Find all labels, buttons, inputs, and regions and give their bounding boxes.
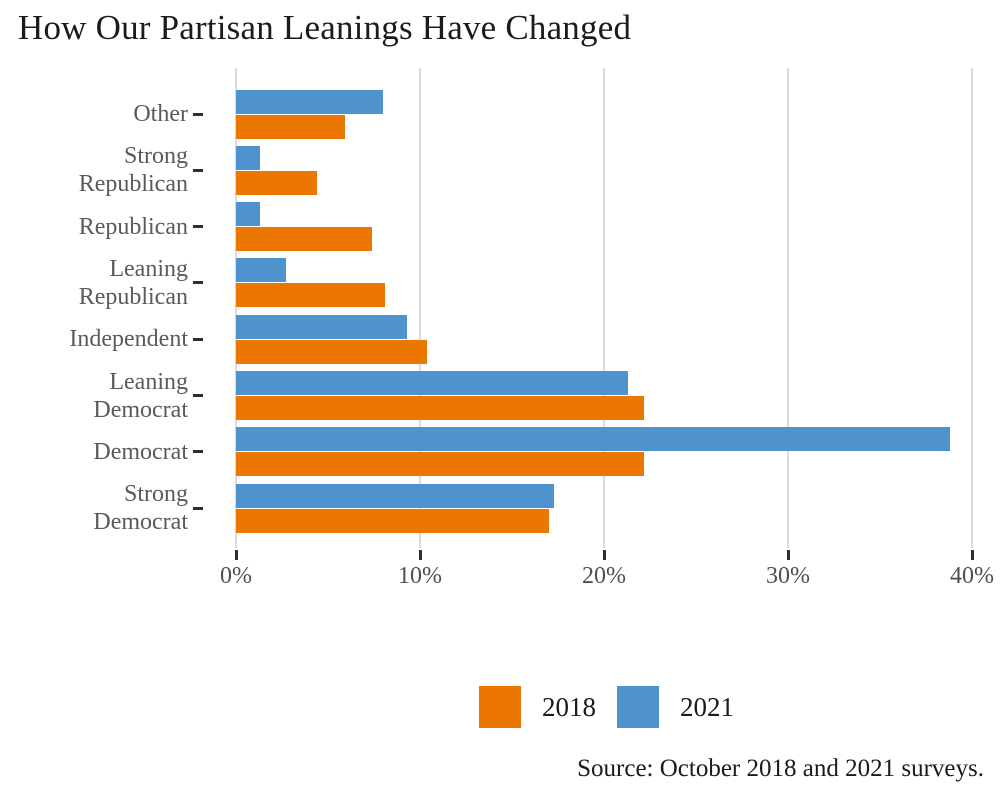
gridline-0 [235,68,237,548]
y-tick-1 [193,168,203,172]
bar-2018-0 [236,114,345,139]
bar-2018-5 [236,396,645,420]
bar-2018-4 [236,339,428,364]
category-label-0: Other [133,101,188,127]
chart-title: How Our Partisan Leanings Have Changed [18,8,632,47]
legend-swatch-2018 [479,686,521,728]
y-tick-0 [193,112,203,116]
gridline-10 [419,68,421,548]
category-label-6: Democrat [93,438,188,465]
y-tick-4 [193,337,203,341]
x-tick-label-40: 40% [950,563,994,589]
y-tick-3 [193,281,203,285]
bar-2021-2 [236,202,260,227]
source-note: Source: October 2018 and 2021 surveys. [577,755,984,782]
bar-2018-2 [236,227,373,252]
category-label-2: Republican [78,213,188,240]
bar-2018-7 [236,508,549,533]
legend-item-2018: 2018 [479,686,596,728]
gridline-20 [603,68,605,548]
x-tick-10 [418,550,422,560]
category-label-4: Independent [69,326,188,353]
legend-label-2021: 2021 [680,691,734,722]
legend-item-2021: 2021 [617,686,734,728]
x-tick-label-30: 30% [766,563,810,589]
x-tick-label-20: 20% [582,563,626,589]
bar-2021-3 [236,258,286,283]
category-label-3: Leaning Republican [78,255,188,310]
gridline-40 [971,68,973,548]
bar-2021-7 [236,483,555,508]
bar-2021-4 [236,314,408,339]
legend-label-2018: 2018 [542,691,596,722]
x-tick-40 [970,550,974,560]
legend: 2018 2021 [479,686,734,728]
category-label-7: Strong Democrat [93,481,188,536]
y-tick-7 [193,506,203,510]
bar-2018-3 [236,283,386,308]
y-tick-6 [193,450,203,454]
x-tick-30 [786,550,790,560]
bar-2021-1 [236,145,260,170]
x-tick-20 [602,550,606,560]
x-tick-label-10: 10% [398,563,442,589]
gridline-30 [787,68,789,548]
bar-2021-6 [236,427,950,452]
y-tick-2 [193,225,203,229]
bar-2021-5 [236,371,628,395]
y-axis: Other Strong Republican Republican Leaning Re… [0,0,236,600]
bar-2018-6 [236,452,645,477]
category-label-1: Strong Republican [78,143,188,198]
legend-swatch-2021 [617,686,659,728]
bar-2021-0 [236,89,384,114]
plot-area [235,68,990,548]
y-tick-5 [193,394,203,397]
category-label-5: Leaning Democrat [93,368,188,423]
bar-2018-1 [236,170,317,195]
